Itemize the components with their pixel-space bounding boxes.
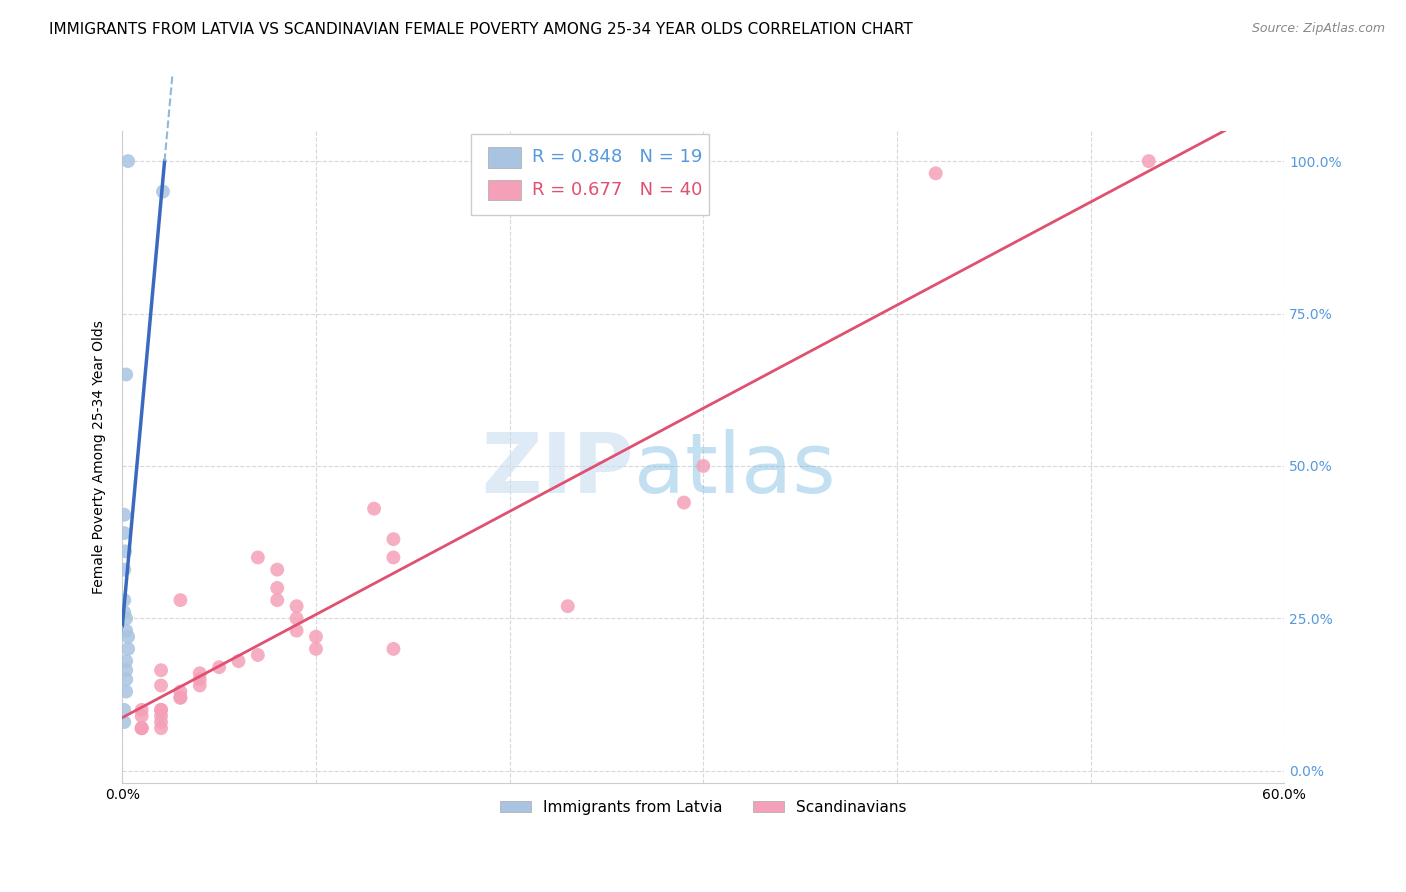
Point bbox=[112, 714, 135, 729]
Point bbox=[112, 605, 135, 619]
Point bbox=[131, 721, 153, 735]
Text: atlas: atlas bbox=[634, 429, 835, 510]
Point bbox=[150, 721, 173, 735]
Point bbox=[382, 641, 405, 656]
Point bbox=[169, 690, 191, 705]
Point bbox=[117, 641, 139, 656]
Point bbox=[115, 368, 138, 382]
Point bbox=[363, 501, 385, 516]
Point bbox=[115, 624, 138, 638]
Point bbox=[131, 721, 153, 735]
Point bbox=[925, 166, 948, 180]
Point bbox=[115, 611, 138, 625]
Point bbox=[150, 714, 173, 729]
Point bbox=[672, 495, 695, 509]
Point bbox=[152, 185, 174, 199]
Point bbox=[169, 593, 191, 607]
Point bbox=[150, 703, 173, 717]
Point bbox=[285, 611, 308, 625]
Point bbox=[285, 599, 308, 614]
Point bbox=[188, 678, 211, 692]
Point bbox=[169, 684, 191, 698]
Point bbox=[112, 703, 135, 717]
Point bbox=[131, 721, 153, 735]
Point bbox=[169, 690, 191, 705]
Text: Source: ZipAtlas.com: Source: ZipAtlas.com bbox=[1251, 22, 1385, 36]
Text: R = 0.848   N = 19: R = 0.848 N = 19 bbox=[533, 148, 703, 167]
Point bbox=[117, 154, 139, 169]
Point bbox=[305, 630, 328, 644]
Point bbox=[188, 673, 211, 687]
Point bbox=[228, 654, 250, 668]
Point bbox=[150, 703, 173, 717]
Y-axis label: Female Poverty Among 25-34 Year Olds: Female Poverty Among 25-34 Year Olds bbox=[93, 320, 107, 594]
Text: R = 0.677   N = 40: R = 0.677 N = 40 bbox=[533, 181, 703, 199]
Point bbox=[208, 660, 231, 674]
Point bbox=[692, 458, 714, 473]
Point bbox=[115, 684, 138, 698]
Point bbox=[557, 599, 579, 614]
Legend: Immigrants from Latvia, Scandinavians: Immigrants from Latvia, Scandinavians bbox=[494, 794, 912, 821]
Point bbox=[112, 593, 135, 607]
Point bbox=[382, 550, 405, 565]
Point bbox=[115, 654, 138, 668]
FancyBboxPatch shape bbox=[488, 179, 520, 201]
Point bbox=[150, 709, 173, 723]
Point bbox=[131, 709, 153, 723]
Point bbox=[266, 593, 288, 607]
Point bbox=[285, 624, 308, 638]
Point bbox=[112, 526, 135, 541]
Point bbox=[112, 508, 135, 522]
Point bbox=[382, 532, 405, 546]
Point bbox=[112, 563, 135, 577]
Point bbox=[188, 666, 211, 681]
Point bbox=[150, 663, 173, 677]
FancyBboxPatch shape bbox=[471, 134, 709, 216]
Point bbox=[131, 703, 153, 717]
Point bbox=[1137, 154, 1160, 169]
Point bbox=[117, 630, 139, 644]
Point bbox=[305, 641, 328, 656]
Point bbox=[115, 673, 138, 687]
Point bbox=[150, 678, 173, 692]
Point bbox=[246, 648, 269, 662]
Point bbox=[266, 563, 288, 577]
Point bbox=[246, 550, 269, 565]
Point bbox=[266, 581, 288, 595]
Point bbox=[114, 544, 136, 558]
Point bbox=[115, 663, 138, 677]
FancyBboxPatch shape bbox=[488, 147, 520, 168]
Text: IMMIGRANTS FROM LATVIA VS SCANDINAVIAN FEMALE POVERTY AMONG 25-34 YEAR OLDS CORR: IMMIGRANTS FROM LATVIA VS SCANDINAVIAN F… bbox=[49, 22, 912, 37]
Text: ZIP: ZIP bbox=[481, 429, 634, 510]
